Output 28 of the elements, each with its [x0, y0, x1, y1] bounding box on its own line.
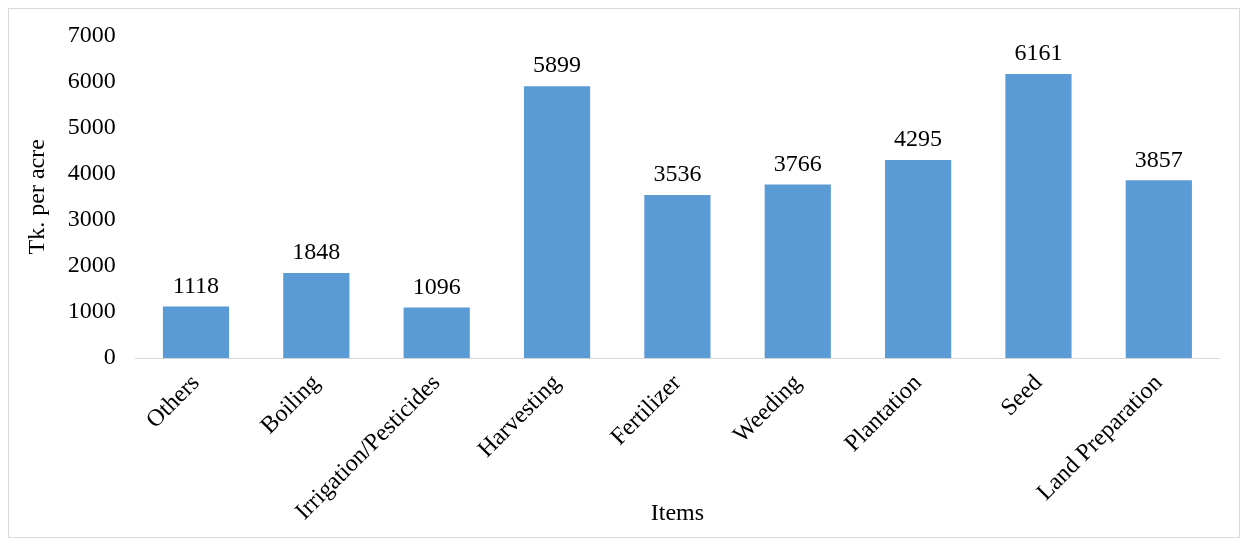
y-tick-label: 4000 [67, 159, 116, 186]
data-label: 6161 [1014, 39, 1063, 66]
bar [1125, 180, 1192, 359]
y-tick-label: 2000 [67, 251, 116, 278]
bar [1005, 74, 1072, 359]
bar [644, 195, 711, 359]
bar [764, 184, 831, 359]
bar [403, 307, 470, 359]
data-label: 1096 [412, 272, 461, 299]
data-label: 1848 [292, 238, 341, 265]
bar [885, 160, 952, 359]
bar [283, 272, 350, 359]
data-label: 1118 [172, 271, 220, 298]
x-axis-title: Items [650, 498, 705, 525]
bar [162, 306, 230, 359]
data-label: 3766 [773, 149, 822, 176]
y-tick-label: 6000 [67, 66, 116, 93]
data-label: 3536 [653, 160, 702, 187]
y-tick-label: 0 [103, 343, 116, 370]
data-label: 5899 [533, 51, 582, 78]
y-tick-label: 1000 [67, 297, 116, 324]
y-tick-label: 5000 [67, 112, 116, 139]
data-label: 3857 [1134, 145, 1183, 172]
y-tick-label: 3000 [67, 205, 116, 232]
bar [523, 86, 591, 359]
y-axis-title: Tk. per acre [22, 139, 49, 255]
data-label: 4295 [894, 125, 943, 152]
y-tick-label: 7000 [67, 20, 116, 47]
